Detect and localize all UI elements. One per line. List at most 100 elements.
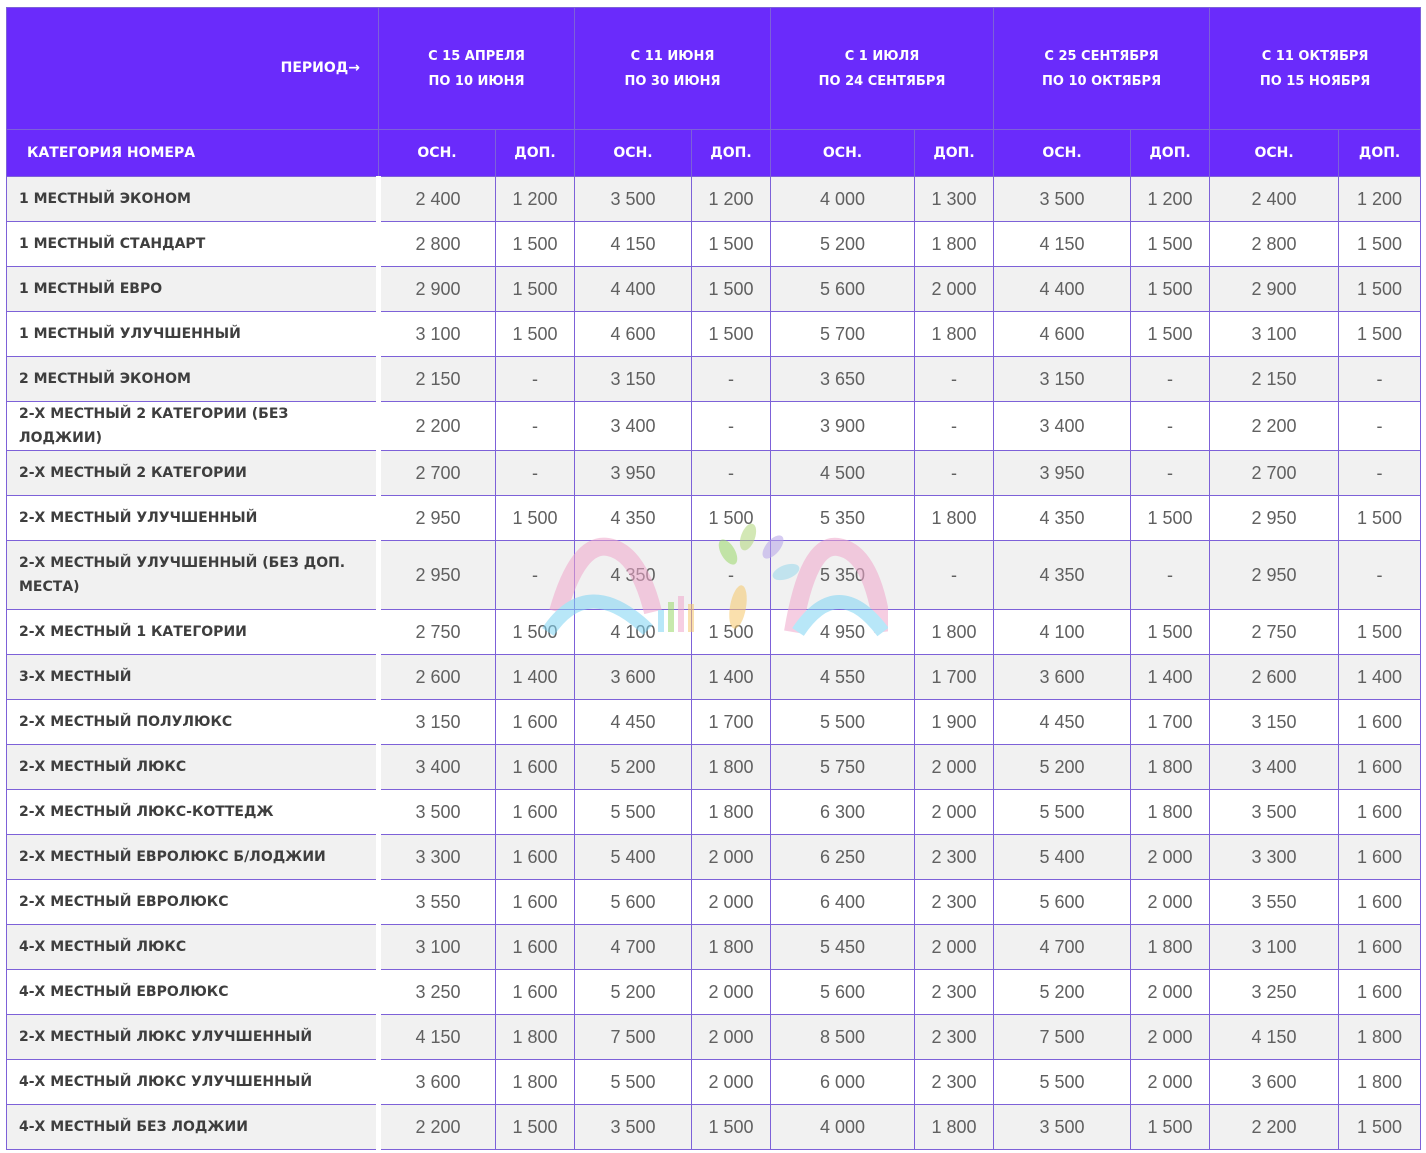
dop-price-cell: 1 600: [495, 789, 575, 835]
osn-price-cell: 2 800: [378, 221, 496, 267]
room-category-cell: 2-Х МЕСТНЫЙ ЕВРОЛЮКС: [6, 879, 381, 925]
dop-price-cell: 1 600: [1338, 834, 1422, 880]
dop-price-cell: 2 000: [1130, 1059, 1211, 1105]
dop-price-cell: 1 500: [495, 266, 575, 312]
room-category-cell: 1 МЕСТНЫЙ УЛУЧШЕННЫЙ: [6, 311, 381, 357]
osn-price-cell: 2 600: [378, 654, 496, 700]
dop-price-cell: 1 600: [1338, 969, 1422, 1015]
room-category-cell: 4-Х МЕСТНЫЙ ЛЮКС: [6, 924, 381, 970]
category-header-label: КАТЕГОРИЯ НОМЕРА: [6, 129, 379, 177]
dop-price-cell: 2 300: [914, 969, 995, 1015]
table-row: 4-Х МЕСТНЫЙ БЕЗ ЛОДЖИИ 2 200 1 500 3 500 1 5…: [6, 1104, 1422, 1150]
dop-price-cell: -: [690, 540, 772, 610]
dop-price-cell: 1 500: [1338, 311, 1422, 357]
osn-price-cell: 5 500: [574, 1059, 692, 1105]
osn-price-cell: 3 900: [770, 401, 916, 451]
dop-column-header: ДОП.: [1338, 129, 1422, 177]
osn-price-cell: 5 200: [574, 969, 692, 1015]
dop-price-cell: 1 800: [690, 924, 772, 970]
osn-column-header: ОСН.: [1209, 129, 1340, 177]
dop-price-cell: 2 000: [914, 924, 995, 970]
osn-price-cell: 2 400: [1209, 176, 1340, 222]
dop-price-cell: -: [1338, 356, 1422, 402]
osn-price-cell: 3 500: [993, 1104, 1132, 1150]
osn-price-cell: 3 950: [574, 450, 692, 496]
period-end: ПО 10 ОКТЯБРЯ: [1042, 73, 1162, 89]
dop-price-cell: -: [914, 356, 995, 402]
dop-price-cell: -: [1130, 450, 1211, 496]
dop-price-cell: -: [495, 540, 575, 610]
dop-price-cell: 1 500: [495, 221, 575, 267]
osn-price-cell: 2 950: [1209, 540, 1340, 610]
osn-price-cell: 3 100: [1209, 311, 1340, 357]
dop-price-cell: 1 400: [1130, 654, 1211, 700]
dop-column-header: ДОП.: [495, 129, 575, 177]
period-column-header: С 11 ОКТЯБРЯ ПО 15 НОЯБРЯ: [1209, 7, 1422, 130]
osn-price-cell: 4 400: [574, 266, 692, 312]
period-header-label: ПЕРИОД→: [6, 7, 379, 130]
osn-price-cell: 2 950: [378, 495, 496, 541]
dop-price-cell: 1 400: [690, 654, 772, 700]
dop-price-cell: 1 500: [690, 266, 772, 312]
room-category-cell: 3-Х МЕСТНЫЙ: [6, 654, 381, 700]
dop-price-cell: -: [495, 450, 575, 496]
dop-price-cell: 1 600: [1338, 789, 1422, 835]
room-category-cell: 1 МЕСТНЫЙ ЭКОНОМ: [6, 176, 381, 222]
osn-price-cell: 4 350: [993, 495, 1132, 541]
room-category-cell: 4-Х МЕСТНЫЙ ЕВРОЛЮКС: [6, 969, 381, 1015]
room-category-cell: 4-Х МЕСТНЫЙ ЛЮКС УЛУЧШЕННЫЙ: [6, 1059, 381, 1105]
dop-price-cell: -: [690, 356, 772, 402]
dop-price-cell: 1 500: [495, 1104, 575, 1150]
dop-price-cell: 2 300: [914, 1014, 995, 1060]
osn-price-cell: 2 800: [1209, 221, 1340, 267]
osn-price-cell: 8 500: [770, 1014, 916, 1060]
table-row: 2-Х МЕСТНЫЙ 2 КАТЕГОРИИ (БЕЗ ЛОДЖИИ) 2 20…: [6, 401, 1422, 451]
dop-price-cell: 2 300: [914, 879, 995, 925]
osn-price-cell: 4 150: [574, 221, 692, 267]
period-end: ПО 15 НОЯБРЯ: [1259, 73, 1371, 89]
room-category-cell: 2-Х МЕСТНЫЙ 1 КАТЕГОРИИ: [6, 609, 381, 655]
dop-price-cell: 2 000: [690, 1014, 772, 1060]
dop-price-cell: 1 800: [914, 311, 995, 357]
price-table-container: ПЕРИОД→ С 15 АПРЕЛЯ ПО 10 ИЮНЯ С 11 ИЮНЯ…: [6, 7, 1422, 1150]
dop-price-cell: 1 600: [495, 879, 575, 925]
dop-price-cell: 1 800: [1130, 744, 1211, 790]
osn-price-cell: 6 300: [770, 789, 916, 835]
dop-column-header: ДОП.: [690, 129, 772, 177]
dop-price-cell: -: [1130, 401, 1211, 451]
dop-price-cell: 2 000: [914, 789, 995, 835]
osn-price-cell: 3 100: [378, 311, 496, 357]
osn-price-cell: 3 150: [993, 356, 1132, 402]
room-category-cell: 2 МЕСТНЫЙ ЭКОНОМ: [6, 356, 381, 402]
dop-price-cell: 1 800: [690, 744, 772, 790]
table-row: 4-Х МЕСТНЫЙ ЛЮКС УЛУЧШЕННЫЙ 3 600 1 800 5 5…: [6, 1059, 1422, 1105]
dop-price-cell: 2 000: [1130, 879, 1211, 925]
osn-price-cell: 4 600: [993, 311, 1132, 357]
osn-price-cell: 3 500: [574, 176, 692, 222]
table-header: ПЕРИОД→ С 15 АПРЕЛЯ ПО 10 ИЮНЯ С 11 ИЮНЯ…: [6, 7, 1422, 177]
dop-column-header: ДОП.: [1130, 129, 1211, 177]
table-row: 2-Х МЕСТНЫЙ УЛУЧШЕННЫЙ 2 950 1 500 4 350 1 5…: [6, 495, 1422, 541]
dop-price-cell: 1 600: [1338, 924, 1422, 970]
dop-price-cell: 1 200: [1338, 176, 1422, 222]
osn-price-cell: 3 250: [1209, 969, 1340, 1015]
dop-price-cell: 1 500: [495, 609, 575, 655]
osn-price-cell: 4 350: [993, 540, 1132, 610]
osn-price-cell: 4 000: [770, 1104, 916, 1150]
table-row: 2-Х МЕСТНЫЙ 1 КАТЕГОРИИ 2 750 1 500 4 100 1 …: [6, 609, 1422, 655]
dop-price-cell: 1 500: [1338, 609, 1422, 655]
osn-price-cell: 2 150: [378, 356, 496, 402]
osn-price-cell: 3 100: [378, 924, 496, 970]
dop-price-cell: 1 500: [1130, 266, 1211, 312]
table-row: 1 МЕСТНЫЙ ЕВРО 2 900 1 500 4 400 1 500 5 600 2…: [6, 266, 1422, 312]
dop-price-cell: -: [1338, 540, 1422, 610]
table-row: 1 МЕСТНЫЙ УЛУЧШЕННЫЙ 3 100 1 500 4 600 1 500…: [6, 311, 1422, 357]
dop-price-cell: 1 900: [914, 699, 995, 745]
dop-price-cell: 1 500: [690, 221, 772, 267]
table-row: 4-Х МЕСТНЫЙ ЕВРОЛЮКС 3 250 1 600 5 200 2 000…: [6, 969, 1422, 1015]
osn-price-cell: 3 950: [993, 450, 1132, 496]
osn-price-cell: 4 600: [574, 311, 692, 357]
dop-price-cell: 2 000: [690, 969, 772, 1015]
dop-price-cell: 1 800: [495, 1059, 575, 1105]
dop-price-cell: 2 000: [690, 879, 772, 925]
